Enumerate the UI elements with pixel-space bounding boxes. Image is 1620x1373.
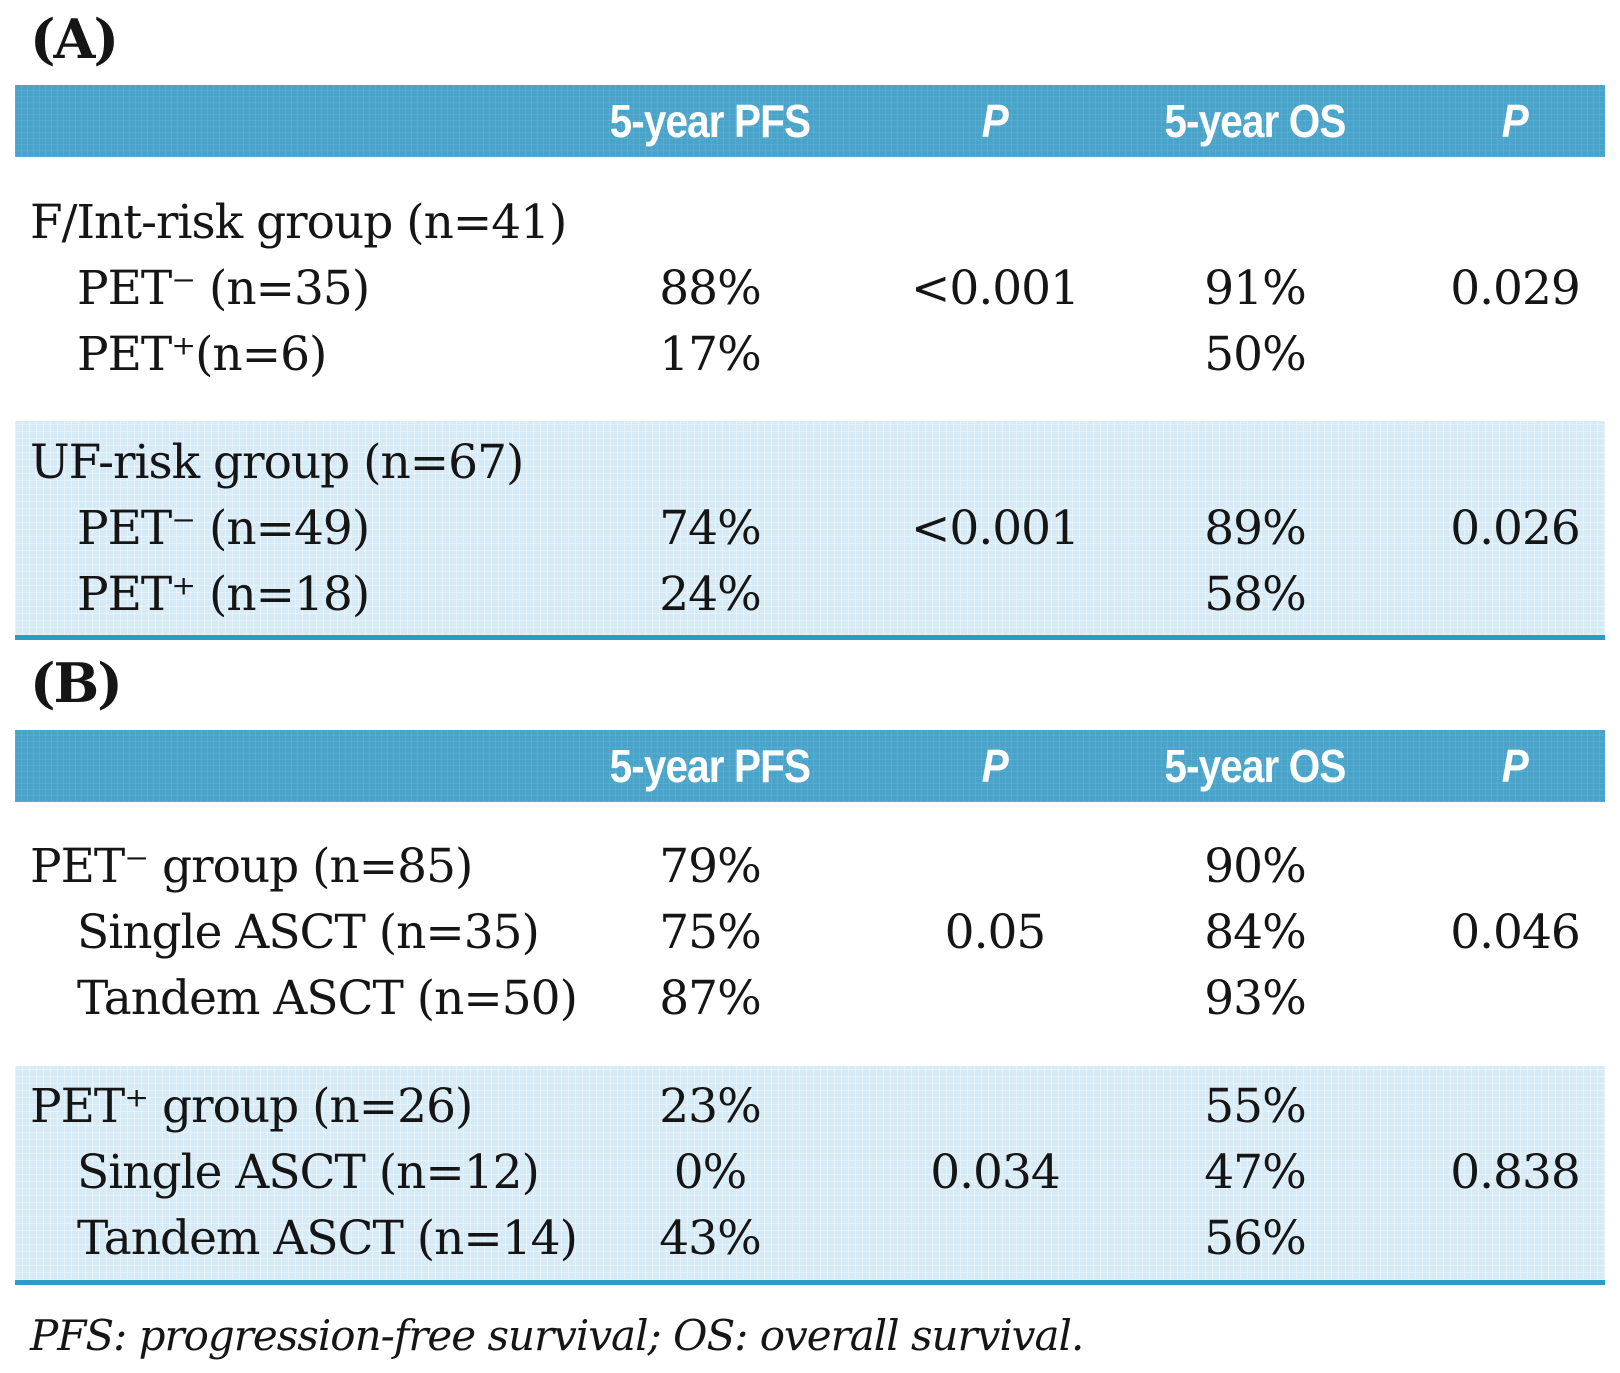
column-header-text: P: [1501, 739, 1529, 792]
panel-b-label: (B): [30, 651, 123, 716]
pfs-value: 23%: [659, 1079, 761, 1135]
pfs-value: 43%: [659, 1211, 761, 1267]
table-row: PET⁻ group (n=85) 79% 90%: [15, 834, 1605, 900]
column-header-text: 5-year OS: [1164, 95, 1346, 148]
white-section: PET⁻ group (n=85) 79% 90% Single ASCT (n=35…: [15, 801, 1605, 1066]
p-value-pfs: 0.05: [944, 905, 1047, 961]
pfs-value: 17%: [659, 326, 761, 382]
column-header-5-year-pfs: 5-year PFS: [515, 94, 905, 148]
table-row: Tandem ASCT (n=50) 87% 93%: [15, 966, 1605, 1032]
p-value-pfs: <0.001: [911, 500, 1080, 556]
p-value-os: 0.026: [1450, 500, 1581, 556]
pfs-value: 79%: [659, 839, 761, 895]
row-label-group: F/Int-risk group (n=41): [30, 194, 567, 250]
p-value-os: 0.838: [1450, 1145, 1581, 1201]
table-row: UF-risk group (n=67): [15, 429, 1605, 495]
p-value-pfs: <0.001: [911, 260, 1080, 316]
table-row: Tandem ASCT (n=14) 43% 56%: [15, 1206, 1605, 1272]
pfs-value: 24%: [659, 566, 761, 622]
column-header-p: P: [905, 739, 1085, 793]
column-header-5-year-os: 5-year OS: [1085, 739, 1425, 793]
column-header-p: P: [1425, 94, 1605, 148]
p-value-pfs: 0.034: [930, 1145, 1061, 1201]
os-value: 84%: [1204, 905, 1306, 961]
shaded-section: PET⁺ group (n=26) 23% 55% Single ASCT (n=12…: [15, 1066, 1605, 1285]
os-value: 93%: [1204, 971, 1306, 1027]
column-header-text: P: [1501, 95, 1529, 148]
os-value: 56%: [1204, 1211, 1306, 1267]
table-row: PET⁻ (n=49) 74% <0.001 89% 0.026: [15, 495, 1605, 561]
white-section: F/Int-risk group (n=41) PET⁻ (n=35) 88% <0.…: [15, 157, 1605, 422]
os-value: 89%: [1204, 500, 1306, 556]
column-header-text: 5-year PFS: [609, 95, 811, 148]
column-header-text: P: [981, 739, 1009, 792]
column-header-text: 5-year PFS: [609, 739, 811, 792]
row-label-sub: PET⁺ (n=18): [77, 566, 370, 622]
table-row: Single ASCT (n=35) 75% 0.05 84% 0.046: [15, 900, 1605, 966]
row-label-sub: PET⁻ (n=35): [77, 260, 370, 316]
table-row: F/Int-risk group (n=41): [15, 189, 1605, 255]
os-value: 58%: [1204, 566, 1306, 622]
footnote: PFS: progression-free survival; OS: over…: [30, 1310, 1084, 1360]
pfs-value: 0%: [673, 1145, 748, 1201]
os-value: 90%: [1204, 839, 1306, 895]
table-b: 5-year PFS P 5-year OS P PET⁻ group (n=85) 79…: [15, 729, 1605, 1285]
shaded-section: UF-risk group (n=67) PET⁻ (n=49) 74% <0.001…: [15, 421, 1605, 641]
column-header-5-year-os: 5-year OS: [1085, 94, 1425, 148]
row-label-group: PET⁺ group (n=26): [30, 1079, 473, 1135]
os-value: 91%: [1204, 260, 1306, 316]
p-value-os: 0.046: [1450, 905, 1581, 961]
panel-b: (B) 5-year PFS P 5-year OS P PET⁻ group (n=8…: [15, 651, 1605, 1285]
pfs-value: 75%: [659, 905, 761, 961]
column-header-p: P: [905, 94, 1085, 148]
pfs-value: 74%: [659, 500, 761, 556]
panel-a-label: (A): [30, 7, 119, 71]
table-a: 5-year PFS P 5-year OS P F/Int-risk group (n…: [15, 85, 1605, 641]
column-header-blank: [15, 739, 515, 793]
column-header-text: P: [981, 95, 1009, 148]
p-value-os: 0.029: [1450, 260, 1581, 316]
pfs-value: 87%: [659, 971, 761, 1027]
column-header-text: 5-year OS: [1164, 739, 1346, 792]
table-header-row: 5-year PFS P 5-year OS P: [15, 85, 1605, 158]
row-label-sub: Single ASCT (n=35): [77, 905, 540, 961]
table-row: PET⁻ (n=35) 88% <0.001 91% 0.029: [15, 255, 1605, 321]
table-row: PET⁺ (n=18) 24% 58%: [15, 561, 1605, 627]
row-label-sub: PET⁺(n=6): [77, 326, 327, 382]
column-header-p: P: [1425, 739, 1605, 793]
row-label-sub: Tandem ASCT (n=50): [77, 971, 578, 1027]
table-row: PET⁺(n=6) 17% 50%: [15, 321, 1605, 387]
column-header-blank: [15, 94, 515, 148]
panel-a: (A) 5-year PFS P 5-year OS P F/Int-risk grou…: [15, 7, 1605, 641]
os-value: 50%: [1204, 326, 1306, 382]
pfs-value: 88%: [659, 260, 761, 316]
table-header-row: 5-year PFS P 5-year OS P: [15, 729, 1605, 802]
table-row: PET⁺ group (n=26) 23% 55%: [15, 1074, 1605, 1140]
column-header-5-year-pfs: 5-year PFS: [515, 739, 905, 793]
os-value: 55%: [1204, 1079, 1306, 1135]
row-label-sub: PET⁻ (n=49): [77, 500, 370, 556]
row-label-group: PET⁻ group (n=85): [30, 839, 473, 895]
table-row: Single ASCT (n=12) 0% 0.034 47% 0.838: [15, 1140, 1605, 1206]
os-value: 47%: [1204, 1145, 1306, 1201]
row-label-sub: Tandem ASCT (n=14): [77, 1211, 578, 1267]
row-label-group: UF-risk group (n=67): [30, 434, 524, 490]
row-label-sub: Single ASCT (n=12): [77, 1145, 540, 1201]
